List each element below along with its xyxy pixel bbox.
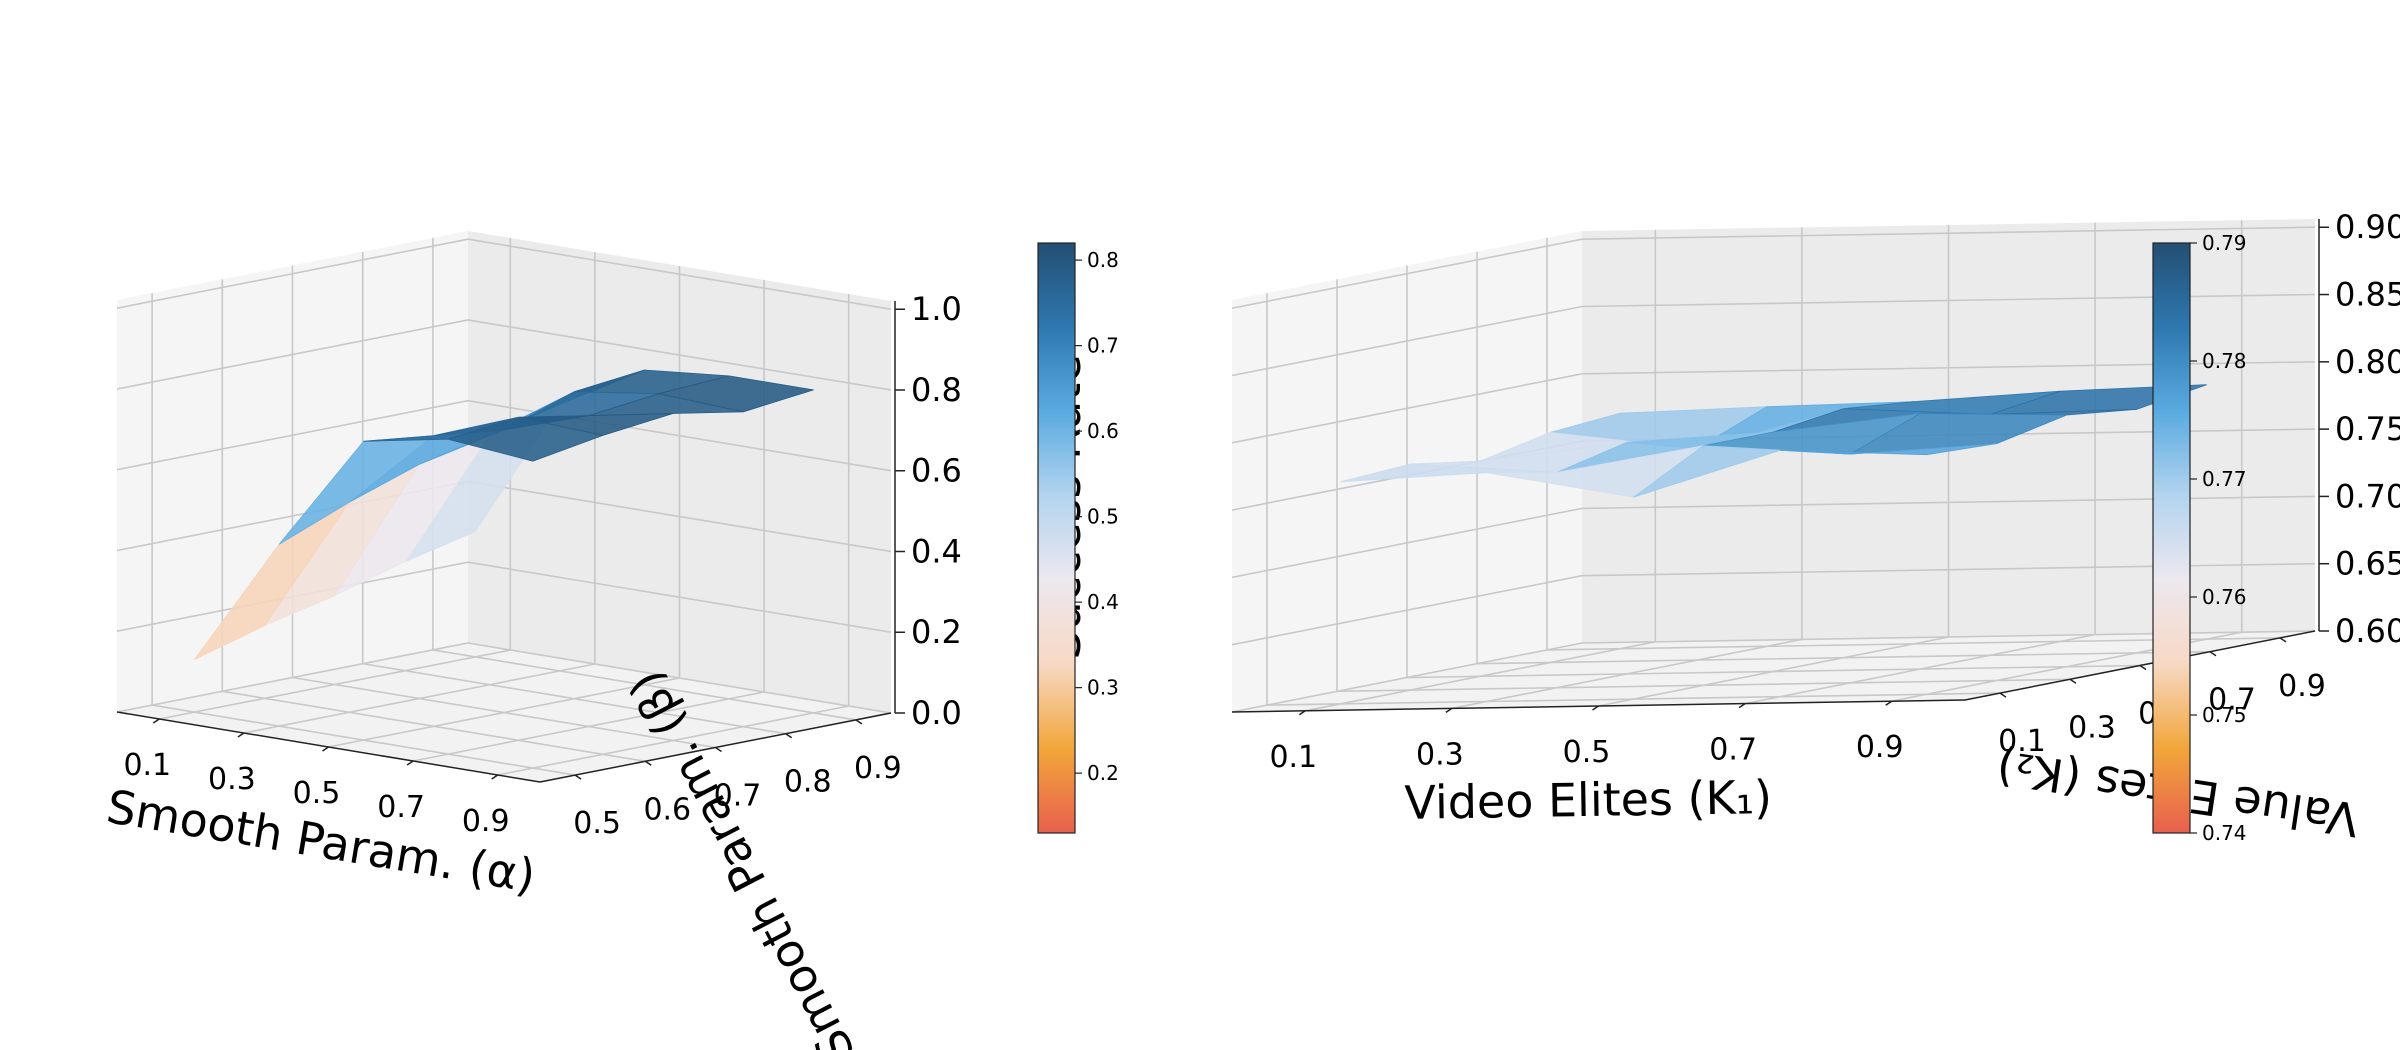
colorbar: [2152, 242, 2191, 834]
chart-panel-smooth-params: 0.1 0.3 0.5 0.7 0.9 0.5 0.6 0.7 0.8 0.9 0.0 0.2 0.4 0…: [103, 231, 1119, 1050]
grid-line-z: [116, 238, 892, 310]
colorbar-tick-label: 0.79: [2202, 231, 2247, 255]
y-tick-mark: [2139, 664, 2147, 671]
grid-line-z: [116, 319, 892, 391]
grid-line-z: [1231, 630, 2316, 713]
x-tick-label: 0.1: [123, 748, 171, 783]
x-tick-mark: [1592, 705, 1599, 711]
colorbar-tick-label: 0.2: [1087, 761, 1119, 785]
grid-line-z: [1231, 361, 2316, 444]
x-tick-mark: [322, 746, 329, 752]
z-tick-label: 0.70: [2335, 477, 2400, 515]
colorbar-tick-label: 0.74: [2202, 821, 2247, 845]
y-tick-label: 0.6: [643, 792, 691, 827]
z-tick-label: 0.90: [2335, 208, 2400, 246]
grid-line-z: [1231, 562, 2316, 646]
y-tick-mark: [715, 746, 722, 753]
y-tick-mark: [2279, 637, 2287, 643]
grid-line-z: [116, 642, 892, 714]
y-tick-label: 0.7: [2208, 683, 2256, 718]
colorbar-tick-label: 0.8: [1087, 248, 1119, 272]
grid-line-z: [1231, 226, 2316, 309]
colorbar-tick-label: 0.7: [1087, 334, 1119, 358]
x-axis-title: Video Elites (K₁): [1404, 770, 1772, 830]
grid-line-z: [1231, 293, 2316, 377]
colorbar-tick-label: 0.77: [2202, 467, 2247, 491]
x-tick-label: 0.3: [1416, 737, 1464, 772]
y-tick-mark: [2209, 651, 2217, 657]
z-tick-label: 0.85: [2335, 276, 2400, 314]
x-tick-label: 0.9: [1856, 730, 1904, 765]
y-tick-label: 0.9: [2278, 669, 2326, 704]
y-tick-mark: [785, 733, 793, 739]
colorbar-tick-label: 0.6: [1087, 419, 1119, 443]
y-tick-label: 0.8: [784, 765, 832, 800]
x-tick-label: 0.9: [462, 804, 510, 839]
colorbar: [1037, 242, 1076, 834]
z-tick-label: 0.4: [911, 532, 962, 570]
y-tick-mark: [2069, 678, 2077, 684]
y-tick-mark: [644, 760, 652, 766]
z-tick-label: 0.60: [2335, 612, 2400, 650]
y-tick-label: 0.9: [854, 751, 902, 786]
x-tick-label: 0.7: [377, 790, 425, 825]
colorbar-tick-label: 0.75: [2202, 703, 2247, 727]
x-tick-mark: [237, 732, 245, 738]
x-tick-mark: [1885, 700, 1893, 706]
colorbar-tick-label: 0.76: [2202, 585, 2247, 609]
colorbar-tick-label: 0.3: [1087, 676, 1119, 700]
z-tick-label: 0.2: [911, 613, 962, 651]
x-tick-mark: [1738, 702, 1746, 709]
z-tick-label: 0.0: [911, 694, 962, 732]
x-tick-mark: [491, 774, 499, 780]
colorbar-tick-label: 0.78: [2202, 349, 2247, 373]
grid-line-z: [116, 399, 892, 472]
z-tick-label: 0.80: [2335, 343, 2400, 381]
x-tick-mark: [406, 760, 414, 766]
y-tick-label: 0.7: [714, 779, 762, 814]
colorbar-tick-label: 0.4: [1087, 590, 1119, 614]
z-tick-label: 0.6: [911, 452, 962, 490]
x-tick-label: 0.5: [1563, 735, 1611, 770]
surface-patch: [446, 416, 605, 462]
y-tick-label: 0.1: [1998, 724, 2046, 759]
x-tick-mark: [1298, 710, 1306, 716]
z-tick-label: 0.8: [911, 371, 962, 409]
y-tick-mark: [574, 774, 582, 780]
x-tick-label: 0.5: [293, 776, 341, 811]
z-tick-label: 1.0: [911, 290, 962, 328]
surface-patch: [1780, 443, 1997, 456]
x-tick-label: 0.1: [1269, 740, 1317, 775]
x-tick-mark: [152, 718, 160, 724]
chart-panel-elites: 0.10.30.50.70.90.10.30.50.70.90.600.650.…: [1231, 208, 2400, 847]
x-tick-mark: [1445, 707, 1453, 714]
x-tick-label: 0.7: [1709, 733, 1757, 768]
y-tick-mark: [1999, 692, 2007, 698]
y-tick-mark: [855, 719, 863, 725]
x-tick-label: 0.3: [208, 762, 256, 797]
z-tick-label: 0.65: [2335, 545, 2400, 583]
grid-line-z: [1231, 495, 2316, 579]
y-tick-label: 0.5: [573, 806, 621, 841]
colorbar-tick-label: 0.5: [1087, 505, 1119, 529]
y-tick-label: 0.3: [2068, 710, 2116, 745]
z-tick-label: 0.75: [2335, 410, 2400, 448]
